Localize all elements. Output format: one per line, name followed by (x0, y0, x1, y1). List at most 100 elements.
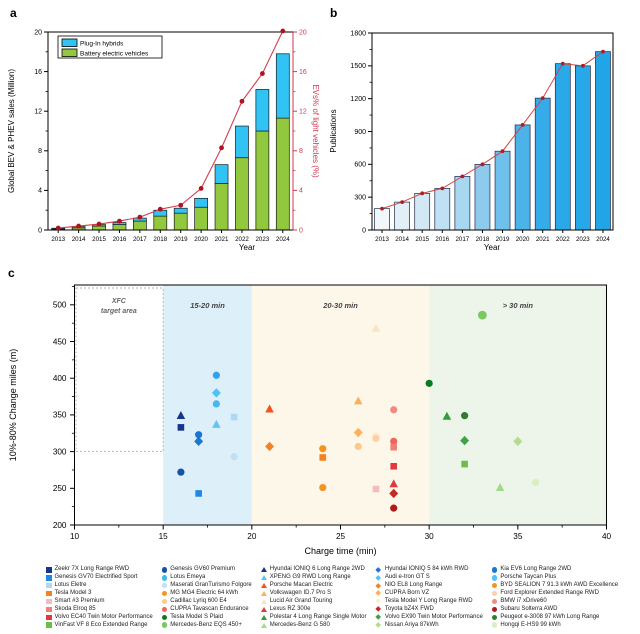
legend-item-label: Hyundai IONIQ 5 84 kWh RWD (384, 566, 469, 573)
region-label: 15-20 min (190, 301, 225, 310)
x-axis-title: Year (484, 243, 501, 252)
y-tick-label: 450 (53, 337, 67, 346)
legend-item-label: Toyota bZ4X FWD (384, 605, 434, 612)
legend-a-swatch (61, 38, 78, 47)
legend-item-label: Lucid Air Grand Touring (269, 598, 333, 604)
legend-item-label: Mercedes-Benz G 580 (269, 621, 330, 628)
legend-item-label: BMW i7 xDrive60 (500, 598, 547, 604)
legend-item-label: BYD SEALION 7 91.3 kWh AWD Excellence (500, 582, 619, 589)
legend-item-label: Audi e-tron GT S (384, 574, 430, 581)
scatter-point (461, 460, 468, 468)
legend-item-label: Volvo EC40 Twin Motor Performance (54, 613, 153, 620)
y-tick-label: 16 (34, 69, 42, 76)
bar-phev (255, 89, 270, 132)
x-tick-label: 2020 (194, 236, 208, 243)
square-marker-icon (46, 590, 52, 597)
x-tick-label: 2024 (276, 236, 290, 243)
x-tick-label: 10 (70, 532, 80, 541)
scatter-point (195, 490, 202, 497)
legend-item: Maserati GranTurismo Folgore (161, 582, 252, 590)
scatter-point (319, 483, 327, 492)
bar-phev (194, 197, 208, 208)
legend-item-label: Porsche Macan Electric (269, 582, 333, 589)
bar-publications (474, 163, 491, 231)
legend-item: Mercedes-Benz EQS 450+ (161, 621, 252, 629)
scatter-point (390, 437, 398, 445)
scatter-point (389, 479, 398, 488)
publications-line (381, 51, 604, 210)
legend-item: Lucid Air Grand Touring (260, 598, 367, 606)
bar-publications (554, 63, 571, 231)
x-tick-label: 2013 (51, 236, 65, 243)
x-axis-title: Year (239, 243, 256, 252)
circle-marker-icon (491, 590, 498, 597)
region-band (251, 285, 430, 525)
scatter-point (477, 310, 487, 320)
scatter-point (194, 436, 204, 447)
y-axis-title: 10%-80% Change miles (m) (8, 349, 18, 462)
diamond-marker-icon (375, 574, 382, 581)
legend-item: NIO EL8 Long Range (375, 582, 482, 590)
bar-phev (235, 125, 249, 159)
legend-item-label: Polestar 4 Long Range Single Motor (269, 613, 367, 620)
legend-a-label: Battery electric vehicles (80, 51, 149, 58)
scatter-point (460, 435, 470, 446)
bar-publications (414, 192, 431, 231)
square-marker-icon (46, 582, 52, 589)
legend-item: Peugeot e-3008 97 kWh Long Range (491, 613, 618, 621)
legend-item-label: Smart #3 Premium (54, 598, 105, 604)
y-tick-label: 0 (38, 227, 42, 234)
circle-marker-icon (161, 575, 168, 581)
x-tick-label: 2023 (576, 236, 590, 243)
scatter-point (425, 379, 433, 387)
legend-item-label: Volkswagen ID.7 Pro S (269, 590, 332, 597)
bar-bev (214, 183, 229, 231)
xfc-target-box (75, 287, 164, 453)
legend-column-4: Hyundai IONIQ 5 84 kWh RWD Audi e-tron GT… (375, 566, 483, 629)
y-axis-title: Publications (329, 109, 338, 152)
y-tick-label: 900 (354, 129, 366, 136)
triangle-marker-icon (260, 583, 267, 589)
legend-item: Tesla Model S Plaid (161, 613, 252, 621)
y-tick-label: 20 (34, 29, 42, 36)
legend-item: Genesis GV70 Electrified Sport (46, 574, 153, 582)
square-marker-icon (46, 575, 52, 581)
legend-a-box (57, 35, 163, 59)
x-tick-label: 2017 (455, 236, 469, 243)
bar-publications (454, 176, 471, 231)
legend-item-label: Mercedes-Benz EQS 450+ (170, 621, 242, 628)
bar-phev (214, 164, 229, 184)
legend-item-label: NIO EL8 Long Range (384, 582, 443, 589)
ev-pct-dot (137, 214, 143, 220)
scatter-point (211, 388, 221, 398)
square-marker-icon (46, 598, 52, 605)
ev-pct-dot (239, 98, 245, 104)
legend-item: Hyundai IONIQ 5 84 kWh RWD (375, 566, 482, 574)
x-tick-label: 40 (602, 532, 612, 541)
ev-pct-dot (157, 206, 163, 212)
diamond-marker-icon (375, 582, 382, 589)
x-tick-label: 2022 (556, 236, 570, 243)
bar-bev (112, 224, 127, 231)
triangle-marker-icon (260, 599, 267, 604)
scatter-point (319, 445, 327, 453)
bar-publications (595, 51, 611, 231)
legend-item: CUPRA Tavascan Endurance (161, 605, 252, 613)
legend-item-label: Tesla Model Y Long Range RWD (384, 598, 473, 604)
bar-bev (92, 225, 106, 231)
ev-pct-dot (117, 218, 122, 224)
xfc-label: target area (101, 308, 137, 315)
scatter-point (230, 453, 238, 461)
y-tick-label: 350 (53, 411, 67, 420)
scatter-point (495, 482, 505, 491)
scatter-point (531, 478, 540, 487)
legend-item-label: Tesla Model S Plaid (170, 613, 223, 620)
x-tick-label: 2019 (174, 236, 188, 243)
square-marker-icon (46, 567, 52, 573)
ev-pct-dot (198, 186, 204, 191)
ev-pct-line (58, 30, 284, 229)
circle-marker-icon (491, 606, 498, 613)
triangle-marker-icon (260, 606, 267, 612)
x-tick-label: 2021 (215, 236, 229, 243)
legend-item-label: MG MG4 Electric 64 kWh (170, 590, 238, 597)
